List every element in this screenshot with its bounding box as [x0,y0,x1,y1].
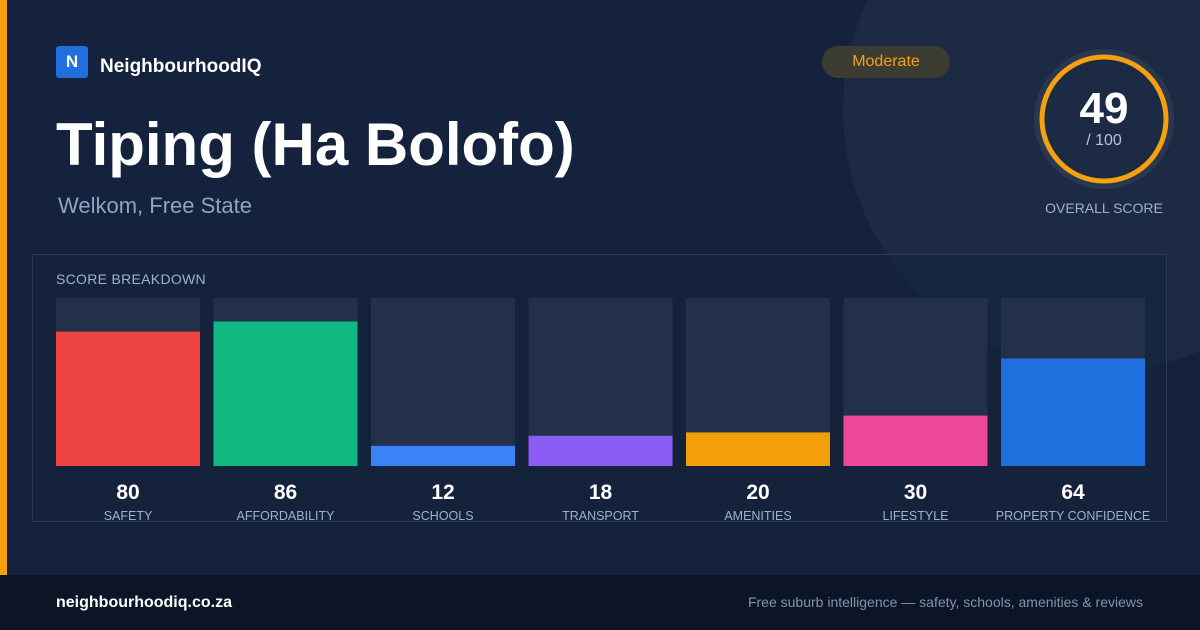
suburb-title: Tiping (Ha Bolofo) [56,111,575,178]
bar-value-transport: 18 [589,481,613,504]
footer-tagline: Free suburb intelligence — safety, schoo… [747,594,1143,610]
bar-value-property-confidence: 64 [1061,481,1085,504]
overall-score-label: OVERALL SCORE [1045,200,1163,216]
bar-amenities [686,432,830,466]
bar-value-safety: 80 [116,481,139,504]
bar-affordability [213,321,358,466]
score-breakdown-title: SCORE BREAKDOWN [56,271,206,287]
overall-score-ring [1034,49,1174,189]
bar-safety [56,331,200,466]
score-ring-progress [1039,54,1169,184]
bar-lifestyle [843,415,988,466]
bar-label-lifestyle: LIFESTYLE [883,509,949,523]
accent-bar [0,0,7,575]
share-card: N NeighbourhoodIQ Tiping (Ha Bolofo) Wel… [0,0,1174,575]
footer [0,575,1200,630]
suburb-location: Welkom, Free State [58,193,252,218]
bar-track-schools [371,298,515,466]
bar-value-amenities: 20 [746,481,769,504]
bar-value-affordability: 86 [274,481,297,504]
bar-schools [371,445,515,466]
overall-score-value: 49 [1079,84,1129,133]
bar-label-amenities: AMENITIES [724,509,791,523]
bar-property-confidence [1001,358,1145,466]
overall-score-max: / 100 [1086,132,1122,149]
bar-label-safety: SAFETY [104,509,153,523]
rating-badge: Moderate [822,46,950,78]
bar-label-schools: SCHOOLS [412,509,473,523]
footer-domain: neighbourhoodiq.co.za [56,594,232,611]
bar-transport [528,435,673,466]
bar-label-transport: TRANSPORT [562,509,639,523]
bar-value-schools: 12 [431,481,454,504]
brand-logo-icon: N [56,46,88,78]
bar-label-affordability: AFFORDABILITY [237,509,336,523]
brand-name: NeighbourhoodIQ [100,55,262,77]
bar-label-property-confidence: PROPERTY CONFIDENCE [996,509,1150,523]
score-ring-track [1034,49,1174,189]
brand: N NeighbourhoodIQ [56,46,261,78]
score-breakdown-chart: 80 SAFETY 86 AFFORDABILITY 12 SCHOOLS 18 TRANSP… [56,298,1150,523]
bar-value-lifestyle: 30 [904,481,927,504]
